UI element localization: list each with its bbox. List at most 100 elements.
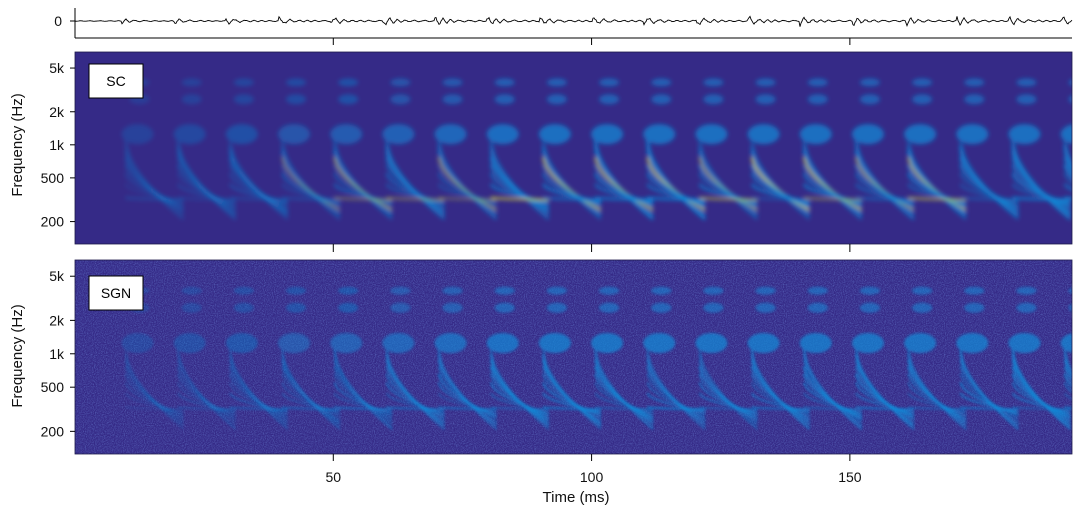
sc-formant-blob <box>442 94 463 105</box>
sgn-formant-blob <box>755 286 776 295</box>
sc-panel: SC Frequency (Hz) 5k 2k 1k 500 200 <box>9 51 1073 252</box>
sgn-ytick-label: 500 <box>41 379 65 395</box>
sgn-harmonic-sweep <box>177 406 236 411</box>
sgn-onset-cluster <box>173 333 206 354</box>
sgn-formant-blob <box>181 286 202 295</box>
sc-formant-blob <box>390 94 411 105</box>
sc-formant-blob <box>755 94 776 105</box>
sgn-onset-cluster <box>225 333 258 354</box>
sc-harmonic-sweep <box>960 196 1019 202</box>
time-xticks: 50 100 150 <box>326 454 862 485</box>
sgn-heatmap <box>75 260 1072 454</box>
sgn-formant-blob <box>599 286 620 295</box>
sgn-ytick-label: 5k <box>49 268 65 284</box>
sgn-formant-blob <box>807 286 828 295</box>
sc-onset-cluster <box>486 124 519 145</box>
sgn-harmonic-sweep <box>176 382 236 416</box>
sgn-onset-cluster <box>851 333 884 354</box>
sc-formant-blob <box>651 78 672 87</box>
sgn-harmonic-sweep <box>803 406 862 411</box>
sc-formant-blob <box>964 94 985 105</box>
sc-formant-blob <box>859 94 880 105</box>
sgn-ytick-label: 200 <box>41 423 65 439</box>
time-axis: 50 100 150 Time (ms) <box>326 454 862 506</box>
sgn-heatmap-marks <box>121 286 1072 430</box>
sgn-harmonic-sweep <box>855 373 915 418</box>
sc-onset-cluster <box>330 124 363 145</box>
sgn-formant-blob <box>912 286 933 295</box>
sgn-onset-cluster <box>1008 333 1041 354</box>
sc-harmonic-sweep <box>907 196 967 202</box>
sc-label-box <box>88 63 144 99</box>
sc-formant-blob <box>1068 95 1072 103</box>
sc-onset-cluster <box>434 124 467 145</box>
sgn-formant-blob <box>703 302 724 313</box>
sc-heatmap-marks <box>121 78 1072 221</box>
sgn-formant-blob <box>390 302 411 313</box>
sc-onset-cluster <box>121 124 154 145</box>
sgn-onset-cluster <box>695 333 728 354</box>
sc-harmonic-sweep <box>177 196 236 202</box>
sc-frame <box>74 51 1073 245</box>
sc-formant-blob <box>286 94 307 105</box>
sgn-harmonic-sweep <box>803 382 863 416</box>
sgn-formant-blob <box>651 286 672 295</box>
sc-harmonic-sweep <box>1012 196 1071 202</box>
sgn-formant-blob <box>703 286 724 295</box>
sc-harmonic-sweep <box>229 196 288 202</box>
sgn-onset-cluster <box>434 333 467 354</box>
sc-harmonic-sweep <box>647 196 706 202</box>
sgn-harmonic-sweep <box>907 373 967 418</box>
sc-formant-blob <box>599 78 620 87</box>
time-xtick-label: 150 <box>838 469 862 485</box>
sgn-harmonic-sweep <box>646 382 706 416</box>
sgn-formant-blob <box>286 286 307 295</box>
sc-ytick-label: 500 <box>41 170 65 186</box>
sgn-harmonic-sweep <box>698 382 758 416</box>
sc-harmonic-sweep <box>855 196 914 202</box>
sgn-harmonic-sweep <box>229 382 289 416</box>
sc-formant-blob <box>964 78 985 87</box>
sc-onset-cluster <box>591 124 624 145</box>
sc-ytick-label: 1k <box>49 137 65 153</box>
sc-formant-blob <box>807 94 828 105</box>
sgn-harmonic-sweep <box>594 382 654 416</box>
time-xtick-label: 100 <box>580 469 604 485</box>
sgn-harmonic-sweep <box>698 373 758 418</box>
sc-harmonic-sweep <box>438 196 497 202</box>
sgn-harmonic-sweep <box>385 373 445 418</box>
sgn-formant-blob <box>755 302 776 313</box>
sgn-harmonic-sweep <box>124 373 184 418</box>
sc-formant-blob <box>912 78 933 87</box>
sgn-harmonic-sweep <box>960 406 1019 411</box>
sgn-harmonic-sweep <box>907 382 967 416</box>
sc-heatmap <box>121 78 1072 221</box>
sgn-formant-blob <box>964 286 985 295</box>
sgn-harmonic-sweep <box>281 373 341 418</box>
sgn-harmonic-sweep <box>1012 406 1071 411</box>
sgn-harmonic-sweep <box>385 382 445 416</box>
sgn-harmonic-sweep <box>437 373 497 418</box>
sgn-formant-blob <box>651 302 672 313</box>
time-axis-title: Time (ms) <box>543 489 610 506</box>
sc-harmonic-sweep <box>751 196 810 202</box>
sc-onset-cluster <box>695 124 728 145</box>
sgn-harmonic-sweep <box>228 373 289 418</box>
sgn-harmonic-sweep <box>855 406 914 411</box>
sgn-harmonic-sweep <box>959 373 1019 418</box>
sgn-ylabel: Frequency (Hz) <box>9 304 26 407</box>
sc-formant-blob <box>494 78 515 87</box>
sgn-harmonic-sweep <box>438 406 497 411</box>
sgn-harmonic-sweep <box>386 406 445 411</box>
sc-harmonic-sweep <box>490 196 549 202</box>
sc-formant-blob <box>599 94 620 105</box>
sgn-formant-blob <box>338 286 359 295</box>
sgn-formant-blob <box>807 302 828 313</box>
sc-ytick-label: 5k <box>49 60 65 76</box>
sgn-onset-cluster <box>278 333 311 354</box>
sc-formant-blob <box>703 94 724 105</box>
sgn-formant-blob <box>1016 286 1037 295</box>
waveform-line <box>74 15 1073 27</box>
sc-formant-blob <box>755 78 776 87</box>
sc-onset-cluster <box>747 124 780 145</box>
